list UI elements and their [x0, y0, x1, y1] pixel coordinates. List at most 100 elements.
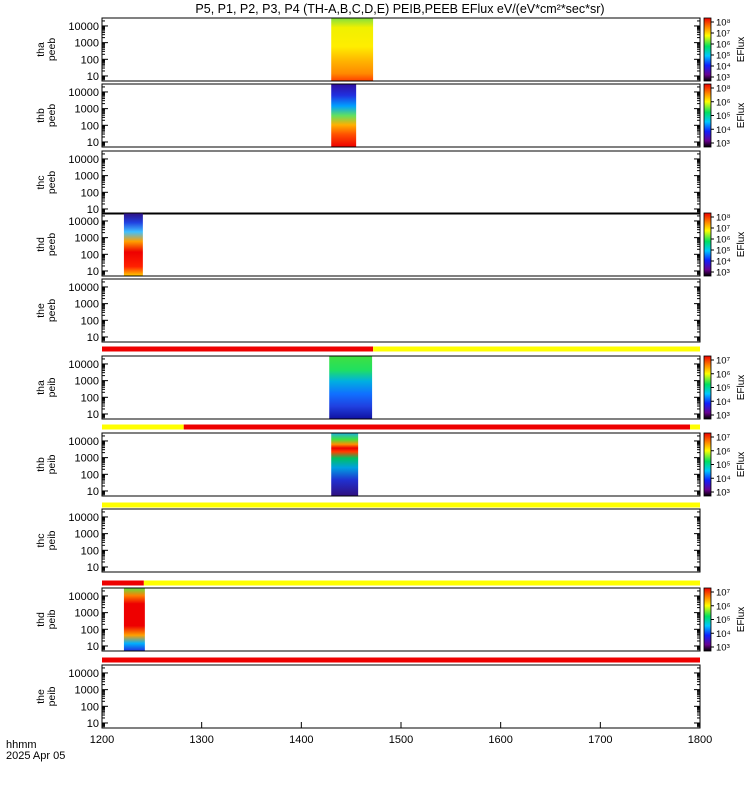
panel-tha-peib: 10 100 1000 10000 thapeib 10³ 10⁴ 10⁵ 10⁶ 10⁷ EFlu… [35, 355, 747, 422]
panel-label: thapeeb [35, 38, 58, 62]
colorbar-tick-label: 10³ [716, 268, 730, 279]
colorbar-tick-label: 10⁴ [716, 474, 731, 485]
y-tick-label: 100 [81, 545, 99, 557]
colorbar-tick-label: 10⁵ [716, 51, 731, 62]
panel-label-line: thd [35, 237, 47, 252]
panel-frame [101, 212, 701, 277]
y-tick-label: 10 [87, 71, 99, 83]
colorbar-tick-label: 10³ [716, 411, 730, 422]
x-tick-label: 1500 [389, 734, 413, 746]
panel-label-line: peib [46, 454, 58, 474]
panel-frame [101, 587, 701, 652]
spectrogram-block [331, 84, 357, 147]
panel-label: thcpeeb [35, 171, 58, 195]
panel-label: thdpeib [35, 609, 58, 629]
colorbar-tick-label: 10³ [716, 73, 730, 84]
panel-label-line: tha [35, 42, 47, 57]
panel-frame [101, 355, 701, 420]
y-tick-label: 10000 [68, 436, 99, 448]
panel-label-line: thb [35, 108, 47, 123]
panel-thc-peeb: 10 100 1000 10000 thcpeeb [35, 150, 701, 216]
panel-label-line: tha [35, 380, 47, 395]
panel-label-line: the [35, 303, 47, 318]
colorbar-label: EFlux [736, 37, 747, 63]
y-tick-label: 10000 [68, 216, 99, 228]
mode-bar-segment-yellow [373, 346, 700, 352]
colorbar-label: EFlux [736, 103, 747, 129]
y-tick-label: 10 [87, 204, 99, 216]
colorbar-tick-label: 10⁶ [716, 97, 731, 108]
colorbar-scale [703, 17, 712, 82]
panel-label: thepeib [35, 686, 58, 706]
y-tick-label: 10 [87, 718, 99, 730]
panel-label: thcpeib [35, 530, 58, 550]
mode-bars-group [102, 346, 701, 663]
x-tick-label: 1700 [588, 734, 612, 746]
y-tick-label: 1000 [75, 233, 99, 245]
colorbar-tick-label: 10⁴ [716, 62, 731, 73]
colorbar-tick-label: 10⁶ [716, 601, 731, 612]
panel-label-line: the [35, 689, 47, 704]
colorbar-tick-label: 10⁶ [716, 446, 731, 457]
y-tick-label: 10 [87, 641, 99, 653]
panel-the-peib: 10 100 1000 10000 thepeib [35, 664, 701, 730]
y-tick-label: 100 [81, 54, 99, 66]
y-tick-label: 1000 [75, 104, 99, 116]
y-tick-label: 1000 [75, 608, 99, 620]
colorbar-tick-label: 10³ [716, 643, 730, 654]
spectrogram-block [123, 588, 145, 651]
spectrogram-block [123, 213, 143, 276]
mode-bar-segment-red [102, 346, 374, 352]
panel-label-line: peib [46, 530, 58, 550]
x-tick-label: 1400 [289, 734, 313, 746]
panel-label-line: thd [35, 612, 47, 627]
colorbar-label: EFlux [736, 232, 747, 258]
colorbar-tick-label: 10⁴ [716, 629, 731, 640]
colorbar-tick-label: 10⁶ [716, 369, 731, 380]
y-tick-label: 10000 [68, 359, 99, 371]
panel-frame [101, 17, 701, 82]
x-tick-label: 1600 [488, 734, 512, 746]
y-tick-label: 1000 [75, 38, 99, 50]
panel-label: thdpeeb [35, 233, 58, 257]
panel-thc-peib: 10 100 1000 10000 thcpeib [35, 508, 701, 574]
y-tick-label: 100 [81, 187, 99, 199]
x-tick-label: 1800 [688, 734, 712, 746]
y-tick-label: 100 [81, 469, 99, 481]
y-tick-label: 10 [87, 137, 99, 149]
spectrogram-block [331, 18, 374, 81]
panel-label-line: peib [46, 686, 58, 706]
y-tick-label: 10000 [68, 21, 99, 33]
spectrogram-block [329, 356, 373, 419]
panel-frame [101, 508, 701, 573]
panel-label-line: thc [35, 533, 47, 547]
panel-thb-peeb: 10 100 1000 10000 thbpeeb 10³ 10⁴ 10⁵ 10⁶ 10⁸ EFlu… [35, 83, 747, 150]
colorbar-label: EFlux [736, 607, 747, 633]
x-tick-label: 1300 [189, 734, 213, 746]
y-tick-label: 10000 [68, 87, 99, 99]
colorbar-tick-label: 10⁷ [716, 588, 731, 599]
mode-bar-segment-yellow [690, 424, 700, 430]
y-tick-label: 1000 [75, 376, 99, 388]
y-tick-label: 10 [87, 562, 99, 574]
y-tick-label: 10 [87, 486, 99, 498]
colorbar-tick-label: 10⁴ [716, 257, 731, 268]
panel-label-line: thb [35, 457, 47, 472]
y-tick-label: 10000 [68, 282, 99, 294]
colorbar: 10³ 10⁴ 10⁵ 10⁶ 10⁸ EFlux [703, 84, 747, 150]
colorbar-label: EFlux [736, 452, 747, 478]
x-axis: 1200 1300 1400 1500 1600 1700 1800 [90, 722, 712, 746]
y-tick-label: 10000 [68, 154, 99, 166]
panel-label-line: peeb [46, 171, 58, 195]
y-tick-label: 1000 [75, 299, 99, 311]
mode-bar-segment-yellow [102, 502, 700, 508]
colorbar-tick-label: 10⁸ [716, 18, 731, 29]
colorbar-scale [703, 432, 712, 497]
y-tick-label: 1000 [75, 171, 99, 183]
panel-label-line: peeb [46, 104, 58, 128]
y-tick-label: 10 [87, 332, 99, 344]
